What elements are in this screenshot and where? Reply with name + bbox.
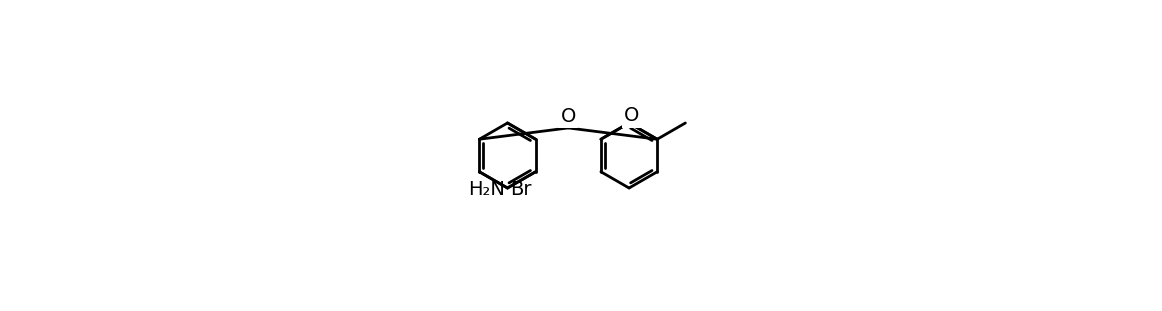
Text: Br: Br [510, 180, 532, 199]
Text: O: O [560, 107, 576, 126]
Text: O: O [624, 106, 639, 125]
Text: H₂N: H₂N [468, 180, 504, 199]
